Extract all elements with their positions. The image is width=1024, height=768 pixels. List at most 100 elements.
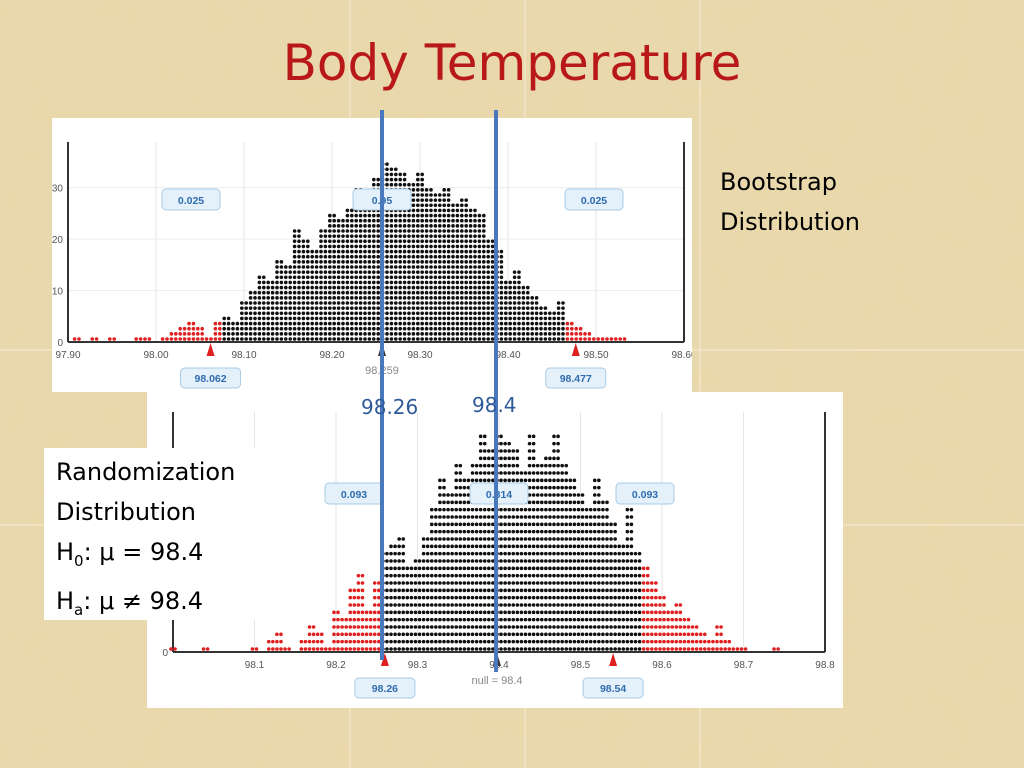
dot: [515, 463, 520, 468]
tail-dot: [356, 610, 361, 615]
cutoff-badge-upper[interactable]: [582, 677, 644, 699]
tail-dot: [352, 647, 357, 651]
dot: [605, 529, 609, 534]
dot: [266, 311, 270, 316]
dot: [292, 275, 297, 280]
dot: [552, 485, 556, 490]
dot: [507, 559, 511, 563]
dot: [539, 544, 544, 549]
dot: [473, 296, 477, 300]
dot: [487, 625, 491, 629]
dot: [398, 270, 403, 274]
dot: [398, 321, 403, 326]
dot: [226, 321, 231, 326]
dot: [572, 493, 577, 497]
dot: [552, 610, 556, 615]
dot: [442, 647, 446, 651]
dot: [464, 244, 469, 249]
dot: [438, 306, 442, 310]
dot: [521, 311, 526, 316]
dot: [548, 522, 552, 527]
cutoff-badge-lower[interactable]: [180, 367, 242, 389]
dot: [519, 537, 524, 541]
dot: [416, 316, 420, 321]
dot: [572, 603, 577, 607]
dot: [257, 280, 262, 285]
dot: [478, 507, 483, 512]
dot: [345, 249, 350, 254]
dot: [535, 471, 540, 475]
dot: [588, 581, 593, 585]
dot: [411, 270, 416, 274]
dot: [564, 529, 569, 534]
dot: [434, 559, 438, 563]
dot: [257, 326, 262, 331]
dot: [292, 326, 297, 331]
dot: [409, 647, 414, 651]
dot: [420, 260, 425, 264]
dot: [270, 290, 275, 295]
dot: [345, 229, 350, 233]
tail-dot: [307, 647, 312, 651]
cutoff-arrow[interactable]: [206, 343, 215, 356]
dot: [416, 193, 420, 197]
dot: [424, 311, 429, 316]
dot: [424, 254, 429, 259]
proportion-badge-middle[interactable]: [469, 482, 529, 505]
dot: [478, 544, 483, 549]
dot: [572, 537, 577, 541]
tail-dot: [319, 632, 324, 637]
dot: [601, 647, 605, 651]
dot: [613, 537, 617, 541]
dot: [637, 639, 642, 644]
cutoff-arrow[interactable]: [380, 653, 389, 666]
dot: [609, 551, 613, 556]
dot: [372, 213, 376, 218]
cutoff-arrow[interactable]: [609, 653, 618, 666]
dot: [503, 522, 507, 527]
tail-dot: [682, 617, 687, 622]
dot: [613, 529, 617, 534]
dot: [477, 332, 482, 336]
dot: [491, 617, 495, 622]
dot: [389, 566, 393, 571]
dot: [341, 321, 345, 326]
tail-dot: [666, 625, 670, 629]
dot: [328, 296, 332, 300]
dot: [393, 595, 397, 600]
dot: [592, 625, 597, 629]
dot: [491, 595, 495, 600]
dot: [385, 296, 389, 300]
dot: [572, 478, 577, 483]
proportion-badge-left[interactable]: [161, 188, 221, 211]
dot: [605, 603, 609, 607]
dot: [314, 296, 319, 300]
cutoff-badge-lower[interactable]: [354, 677, 416, 699]
dot: [363, 301, 367, 305]
cutoff-badge-upper[interactable]: [545, 367, 607, 389]
proportion-badge-right[interactable]: [615, 482, 675, 505]
dot: [363, 254, 367, 259]
dot: [413, 566, 418, 571]
dot: [401, 551, 406, 556]
dot: [363, 265, 367, 269]
dot: [433, 337, 438, 341]
dot: [552, 537, 556, 541]
dot: [275, 285, 279, 290]
proportion-badge-right[interactable]: [564, 188, 624, 211]
dot: [275, 316, 279, 321]
dot: [328, 229, 332, 233]
dot: [442, 218, 447, 223]
dot: [460, 260, 464, 264]
dot: [407, 275, 411, 280]
dot: [470, 588, 475, 593]
dot: [402, 172, 407, 177]
dot: [572, 632, 577, 637]
dot: [270, 296, 275, 300]
cutoff-arrow[interactable]: [571, 343, 580, 356]
dot: [460, 224, 464, 228]
dot: [416, 280, 420, 285]
dot: [411, 224, 416, 228]
dot: [592, 478, 597, 483]
dot: [556, 326, 561, 331]
